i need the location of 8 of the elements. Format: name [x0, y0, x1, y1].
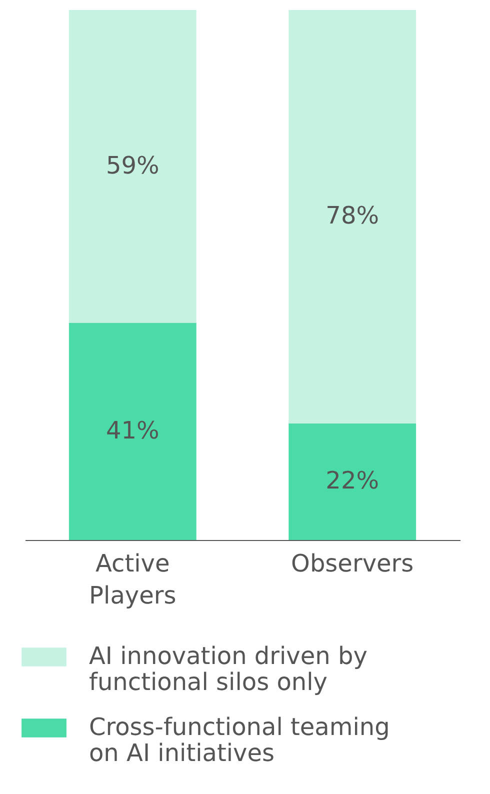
data-label: 41%	[106, 416, 160, 444]
x-tick-label: Observers	[291, 550, 414, 578]
data-label: 22%	[326, 466, 380, 495]
x-tick-label: Active Players	[89, 550, 176, 610]
data-label: 78%	[326, 202, 380, 230]
legend-label: AI innovation driven by functional silos only	[89, 642, 368, 696]
data-label: 59%	[106, 151, 160, 180]
legend-label: Cross-functional teaming on AI initiatives	[89, 713, 390, 767]
